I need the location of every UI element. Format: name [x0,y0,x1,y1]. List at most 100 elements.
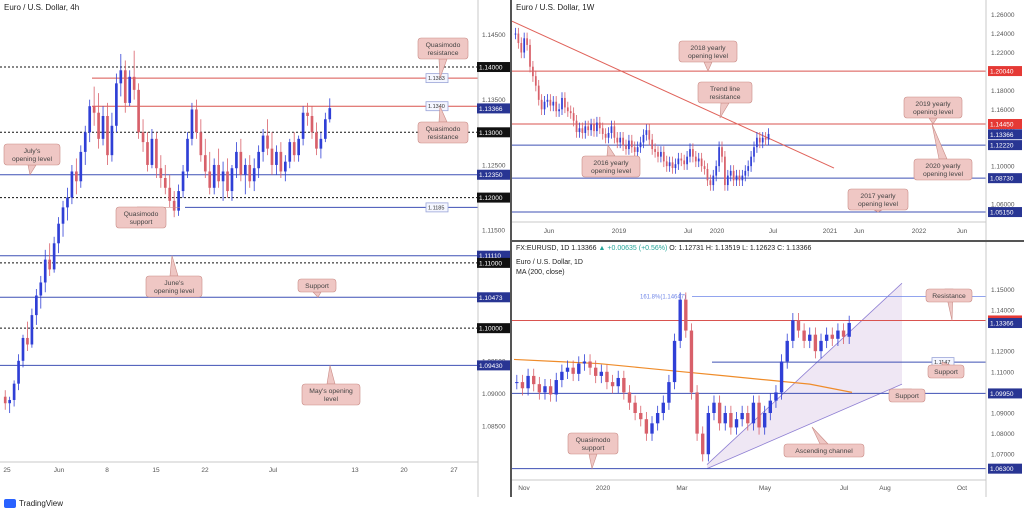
candle-body [746,413,750,424]
ascending-channel-fill [707,283,902,469]
candle-body [756,137,758,148]
candle-body [758,137,761,143]
x-tick-label: Jun [544,228,555,235]
callout-june-open-text: June's [164,280,184,287]
candle-body [684,299,688,331]
candle-body [106,115,109,156]
callout-trendline-text: Trend line [710,86,740,93]
candle-body [692,149,694,157]
chart-1w[interactable]: 1.26000 1.24000 1.22000 1.18000 1.16000 1.140… [512,0,1024,240]
open-value: O: 1.12731 [669,245,704,252]
candle-body [163,178,167,188]
price-tag: 1.05150 [990,210,1014,217]
chart-panel-4h[interactable]: 1.1383 1.1340 1.1185 1.14500 1.14000 1.13500 1… [0,0,510,497]
candle-body [683,160,686,165]
candle-body [671,162,674,169]
candle-body [768,400,773,414]
candle-body [774,392,778,401]
price-tag-bg [477,103,510,114]
candle-body [672,340,677,383]
price-tag: 1.11110 [479,253,501,260]
candle-body [709,180,712,186]
candle-body [554,380,558,395]
candle-body [639,142,642,148]
candle-body [841,330,846,337]
y-tick-label: 1.12000 [991,349,1015,356]
x-tick-label: 22 [201,467,209,474]
candle-body [639,413,643,420]
y-tick-label: 1.18000 [991,88,1015,95]
level-tag: 1.1340 [428,104,445,110]
candle-body [252,168,256,182]
candle-body [61,207,65,224]
candle-body [695,392,699,434]
candle-body [288,142,292,162]
callout-july-open-box [3,143,61,166]
price-tag: 1.08730 [990,176,1014,183]
candle-body [764,137,767,140]
chart-title-1d: Euro / U.S. Dollar, 1D [516,259,583,266]
callout-2020-open-text: opening level [923,171,964,178]
candle-body [721,147,723,157]
callout-support-box [297,278,337,293]
candle-body [729,170,732,176]
candle-body [279,151,283,172]
plot-background [512,0,1024,240]
chart-title-1w: Euro / U.S. Dollar, 1W [516,3,595,12]
chart-1d[interactable]: 161.8%(1.14647) 1.15000 1.14000 1.12000 1.11… [512,242,1024,497]
callout-june-open-text: opening level [154,288,195,295]
last-price: 1.13366 [571,245,597,252]
candle-body [665,161,668,167]
candle-body [703,166,706,169]
callout-june-open-box [145,275,203,298]
candle-body [830,334,834,339]
candle-body [301,112,305,139]
chart-panel-1d[interactable]: 161.8%(1.14647) 1.15000 1.14000 1.12000 1.11… [512,242,1024,497]
candle-body [532,375,536,385]
candle-body [203,155,207,172]
ascending-channel-upper [706,282,903,465]
candle-body [323,119,327,139]
y-tick-label: 1.08500 [482,424,506,431]
candle-body [230,168,234,192]
candle-body [599,371,604,376]
candle-body [526,38,528,45]
candle-body [723,413,727,424]
chart-4h[interactable]: 1.1383 1.1340 1.1185 1.14500 1.14000 1.13500 1… [0,0,510,497]
candle-body [35,295,38,316]
candle-body [52,243,56,270]
candle-body [674,164,677,169]
candle-body [785,340,789,362]
chart-title-4h: Euro / U.S. Dollar, 4h [4,3,80,12]
x-tick-label: 2020 [710,228,725,235]
candle-body [622,377,626,393]
chart-panel-1w[interactable]: 1.26000 1.24000 1.22000 1.18000 1.16000 1.140… [512,0,1024,240]
candle-body [572,113,575,121]
candle-body [119,70,123,84]
candle-body [628,140,630,150]
candle-body [581,128,584,133]
candle-body [630,140,633,148]
candle-body [239,151,243,175]
candle-body [706,168,709,181]
candle-body [328,108,332,120]
candle-body [732,170,735,181]
candle-body [750,156,752,167]
level-tag: 1.1185 [428,205,444,211]
tradingview-brand[interactable]: TradingView [4,499,63,508]
candle-body [610,382,615,387]
candle-body [565,367,570,372]
level-tag-bg [425,101,449,112]
candle-body [761,137,764,143]
y-tick-label: 1.26000 [991,12,1015,19]
candle-body [697,158,700,162]
candle-body [582,361,587,364]
callout-support-text: Support [305,283,329,290]
price-axis-background [986,242,1024,497]
candle-body [706,413,711,455]
callout-qm-resistance-lower-box [417,121,469,144]
symbol-ohlc-bar: FX:EURUSD, 1D 1.13366 ▲ +0.00635 (+0.56%… [516,245,811,252]
candle-body [564,97,566,108]
candle-body [558,109,560,112]
candle-body [270,148,274,165]
